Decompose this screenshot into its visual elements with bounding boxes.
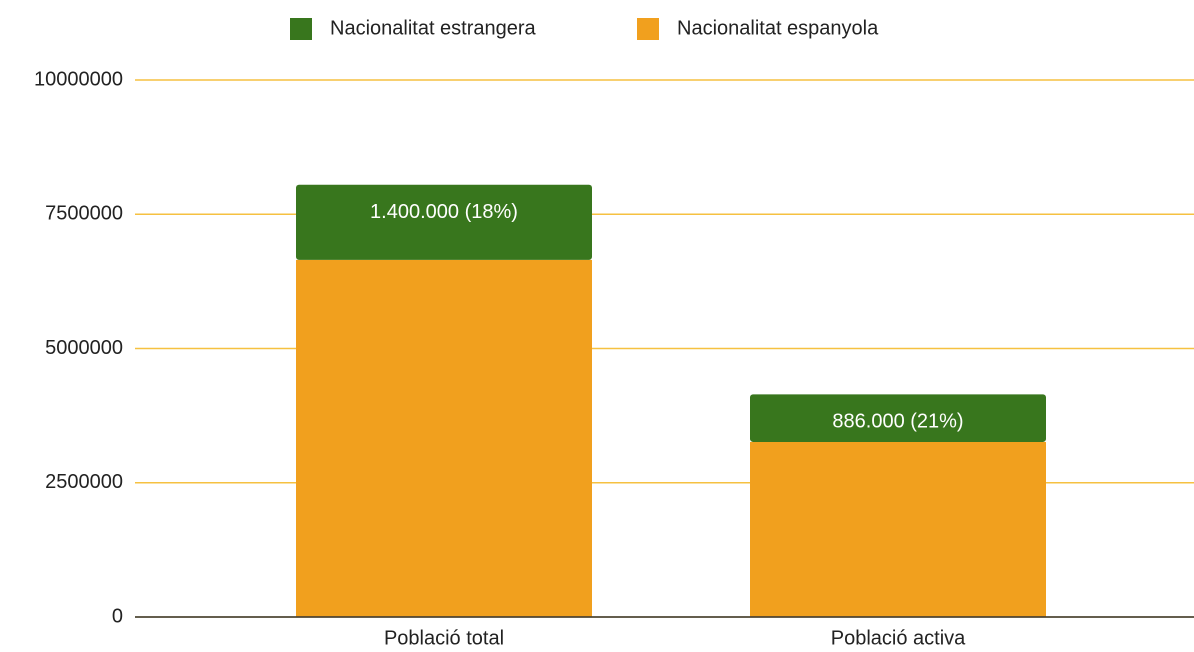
- legend-swatch: [637, 18, 659, 40]
- legend-label: Nacionalitat estrangera: [330, 17, 537, 39]
- legend-swatch: [290, 18, 312, 40]
- y-tick-label: 10000000: [34, 68, 123, 90]
- y-tick-label: 5000000: [45, 337, 123, 359]
- x-tick-label: Població activa: [831, 627, 966, 649]
- y-tick-label: 0: [112, 605, 123, 627]
- data-label: 1.400.000 (18%): [370, 201, 518, 223]
- bar-segment: [750, 394, 1046, 442]
- bar-segment: [750, 441, 1046, 617]
- y-tick-label: 2500000: [45, 471, 123, 493]
- data-label: 886.000 (21%): [832, 411, 963, 433]
- x-tick-label: Població total: [384, 627, 504, 649]
- bar-segment: [296, 259, 592, 617]
- bar-segment: [296, 184, 592, 260]
- legend-label: Nacionalitat espanyola: [677, 17, 879, 39]
- y-tick-label: 7500000: [45, 203, 123, 225]
